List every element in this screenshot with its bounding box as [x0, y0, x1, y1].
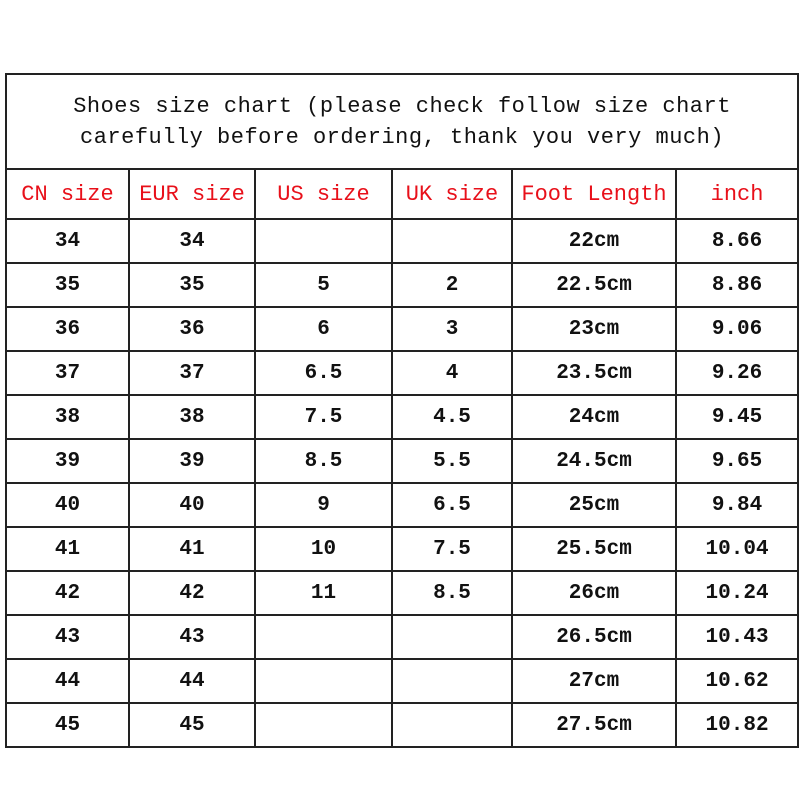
table-row: 35 35 5 2 22.5cm 8.86 [5, 262, 800, 308]
table-row: 37 37 6.5 4 23.5cm 9.26 [5, 350, 800, 396]
cell-us-size: 5 [254, 262, 393, 308]
table-row: 38 38 7.5 4.5 24cm 9.45 [5, 394, 800, 440]
cell-uk-size: 4 [391, 350, 513, 396]
cell-inch: 10.82 [674, 702, 800, 748]
cell-foot-length: 22.5cm [511, 262, 677, 308]
cell-foot-length: 25.5cm [511, 526, 677, 572]
cell-uk-size: 5.5 [391, 438, 513, 484]
cell-eur-size: 41 [128, 526, 256, 572]
cell-uk-size: 7.5 [391, 526, 513, 572]
cell-eur-size: 44 [128, 658, 256, 704]
cell-inch: 8.66 [674, 218, 800, 264]
cell-uk-size [391, 218, 513, 264]
title-line-1: Shoes size chart (please check follow si… [73, 93, 731, 119]
cell-cn-size: 41 [5, 526, 130, 572]
table-row: 43 43 26.5cm 10.43 [5, 614, 800, 660]
cell-inch: 10.24 [674, 570, 800, 616]
cell-uk-size [391, 614, 513, 660]
size-chart-table: Shoes size chart (please check follow si… [4, 73, 800, 748]
cell-eur-size: 42 [128, 570, 256, 616]
cell-inch: 8.86 [674, 262, 800, 308]
cell-inch: 9.26 [674, 350, 800, 396]
cell-us-size [254, 614, 393, 660]
table-row: 36 36 6 3 23cm 9.06 [5, 306, 800, 352]
cell-eur-size: 37 [128, 350, 256, 396]
cell-us-size [254, 658, 393, 704]
header-eur-size: EUR size [128, 168, 256, 220]
cell-foot-length: 27cm [511, 658, 677, 704]
cell-foot-length: 24.5cm [511, 438, 677, 484]
header-foot-length: Foot Length [511, 168, 677, 220]
cell-inch: 9.45 [674, 394, 800, 440]
cell-us-size: 6 [254, 306, 393, 352]
cell-eur-size: 34 [128, 218, 256, 264]
header-row: CN size EUR size US size UK size Foot Le… [5, 168, 800, 220]
cell-us-size [254, 702, 393, 748]
cell-uk-size [391, 658, 513, 704]
cell-foot-length: 23cm [511, 306, 677, 352]
cell-foot-length: 27.5cm [511, 702, 677, 748]
cell-eur-size: 40 [128, 482, 256, 528]
cell-foot-length: 26.5cm [511, 614, 677, 660]
cell-cn-size: 45 [5, 702, 130, 748]
table-row: 40 40 9 6.5 25cm 9.84 [5, 482, 800, 528]
header-uk-size: UK size [391, 168, 513, 220]
cell-inch: 9.84 [674, 482, 800, 528]
cell-eur-size: 43 [128, 614, 256, 660]
table-row: 44 44 27cm 10.62 [5, 658, 800, 704]
cell-uk-size: 8.5 [391, 570, 513, 616]
header-cn-size: CN size [5, 168, 130, 220]
cell-cn-size: 36 [5, 306, 130, 352]
cell-us-size: 9 [254, 482, 393, 528]
cell-inch: 10.62 [674, 658, 800, 704]
cell-cn-size: 34 [5, 218, 130, 264]
table-row: 39 39 8.5 5.5 24.5cm 9.65 [5, 438, 800, 484]
table-row: 34 34 22cm 8.66 [5, 218, 800, 264]
cell-uk-size: 4.5 [391, 394, 513, 440]
cell-cn-size: 37 [5, 350, 130, 396]
cell-us-size: 6.5 [254, 350, 393, 396]
cell-cn-size: 35 [5, 262, 130, 308]
cell-foot-length: 22cm [511, 218, 677, 264]
cell-uk-size: 2 [391, 262, 513, 308]
cell-uk-size [391, 702, 513, 748]
cell-inch: 9.06 [674, 306, 800, 352]
cell-eur-size: 45 [128, 702, 256, 748]
table-row: 42 42 11 8.5 26cm 10.24 [5, 570, 800, 616]
cell-cn-size: 44 [5, 658, 130, 704]
header-inch: inch [674, 168, 800, 220]
cell-inch: 10.04 [674, 526, 800, 572]
cell-foot-length: 26cm [511, 570, 677, 616]
cell-cn-size: 39 [5, 438, 130, 484]
cell-cn-size: 40 [5, 482, 130, 528]
chart-title: Shoes size chart (please check follow si… [4, 73, 800, 170]
cell-uk-size: 6.5 [391, 482, 513, 528]
cell-eur-size: 38 [128, 394, 256, 440]
table-row: 45 45 27.5cm 10.82 [5, 702, 800, 748]
header-us-size: US size [254, 168, 393, 220]
table-row: 41 41 10 7.5 25.5cm 10.04 [5, 526, 800, 572]
cell-us-size: 7.5 [254, 394, 393, 440]
cell-eur-size: 39 [128, 438, 256, 484]
cell-us-size [254, 218, 393, 264]
cell-cn-size: 38 [5, 394, 130, 440]
cell-inch: 10.43 [674, 614, 800, 660]
cell-eur-size: 35 [128, 262, 256, 308]
cell-foot-length: 24cm [511, 394, 677, 440]
cell-cn-size: 43 [5, 614, 130, 660]
cell-us-size: 11 [254, 570, 393, 616]
cell-uk-size: 3 [391, 306, 513, 352]
cell-us-size: 8.5 [254, 438, 393, 484]
cell-foot-length: 25cm [511, 482, 677, 528]
cell-inch: 9.65 [674, 438, 800, 484]
cell-eur-size: 36 [128, 306, 256, 352]
cell-foot-length: 23.5cm [511, 350, 677, 396]
cell-us-size: 10 [254, 526, 393, 572]
title-line-2: carefully before ordering, thank you ver… [80, 124, 725, 150]
cell-cn-size: 42 [5, 570, 130, 616]
